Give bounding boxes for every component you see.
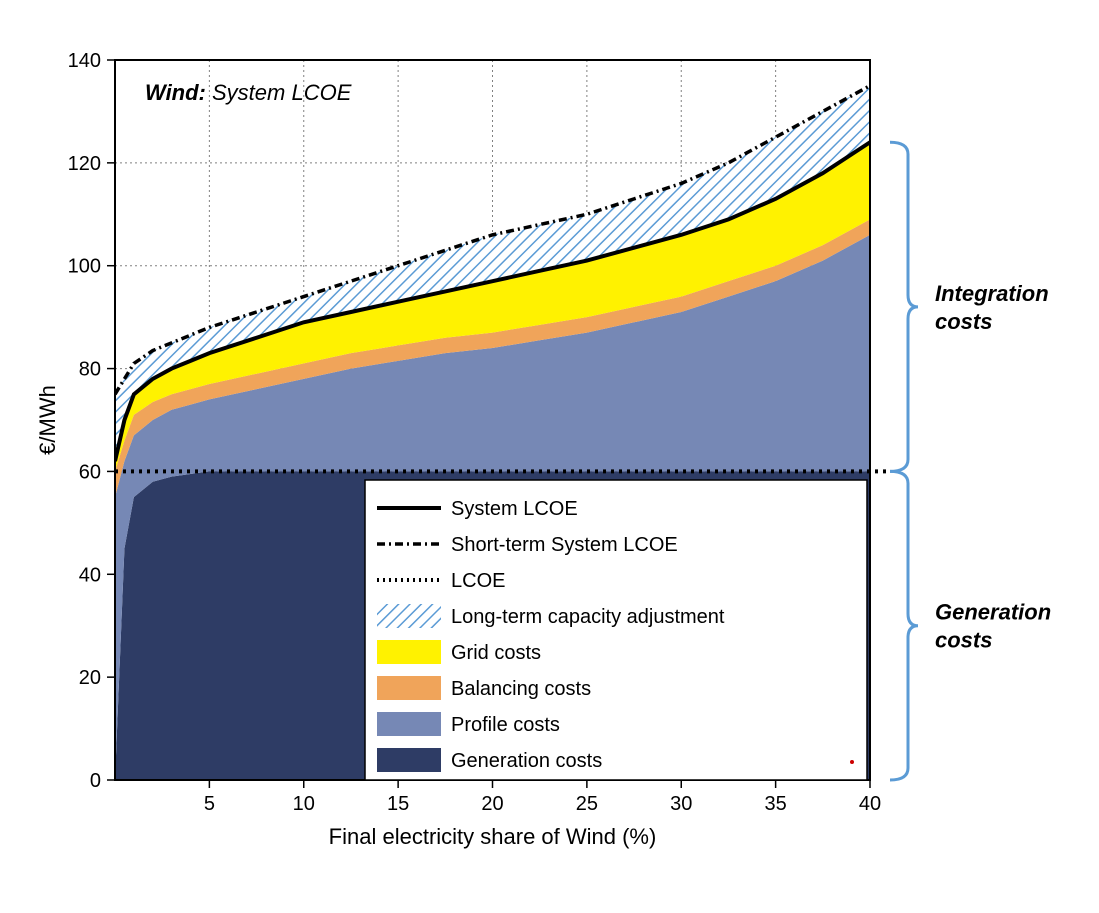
legend-swatch-area — [377, 640, 441, 664]
x-axis-label: Final electricity share of Wind (%) — [329, 824, 657, 849]
brace — [890, 471, 918, 780]
legend-label: System LCOE — [451, 498, 578, 520]
annotation-integration-2: costs — [935, 309, 992, 334]
legend-swatch-area — [377, 604, 441, 628]
ytick-label: 0 — [90, 770, 101, 792]
xtick-label: 5 — [204, 793, 215, 815]
xtick-label: 10 — [293, 793, 315, 815]
ytick-label: 40 — [79, 564, 101, 586]
xtick-label: 30 — [670, 793, 692, 815]
xtick-label: 20 — [481, 793, 503, 815]
ytick-label: 80 — [79, 359, 101, 381]
legend-label: Generation costs — [451, 750, 602, 772]
chart-title-text: Wind: System LCOE — [145, 80, 352, 105]
legend-swatch-area — [377, 712, 441, 736]
xtick-label: 15 — [387, 793, 409, 815]
ytick-label: 140 — [68, 50, 101, 72]
xtick-label: 35 — [765, 793, 787, 815]
brace — [890, 142, 918, 471]
ytick-label: 100 — [68, 256, 101, 278]
legend-label: Long-term capacity adjustment — [451, 606, 725, 628]
red-dot-artifact — [850, 760, 854, 764]
annotation-integration: Integration — [935, 281, 1049, 306]
chart-container: 5 10 15 20 25 30 35 40 0 20 40 60 80 100 120 140 Final e… — [20, 20, 1099, 893]
legend-label: Grid costs — [451, 642, 541, 664]
annotation-generation-2: costs — [935, 628, 992, 653]
legend: System LCOE Short-term System LCOE LCOE Lon… — [365, 480, 867, 780]
chart-title: Wind: System LCOE — [145, 80, 352, 105]
stacked-area-chart: 5 10 15 20 25 30 35 40 0 20 40 60 80 100 120 140 Final e… — [20, 20, 1099, 893]
legend-swatch-area — [377, 676, 441, 700]
legend-label: Balancing costs — [451, 678, 591, 700]
ytick-label: 20 — [79, 667, 101, 689]
annotation-generation: Generation — [935, 600, 1051, 625]
y-axis-label: €/MWh — [35, 385, 60, 455]
legend-label: Short-term System LCOE — [451, 534, 678, 556]
ytick-label: 120 — [68, 153, 101, 175]
xtick-label: 25 — [576, 793, 598, 815]
legend-label: LCOE — [451, 570, 505, 592]
xtick-label: 40 — [859, 793, 881, 815]
legend-label: Profile costs — [451, 714, 560, 736]
ytick-label: 60 — [79, 461, 101, 483]
legend-swatch-area — [377, 748, 441, 772]
side-annotations: Integration costs Generation costs — [850, 142, 1051, 780]
